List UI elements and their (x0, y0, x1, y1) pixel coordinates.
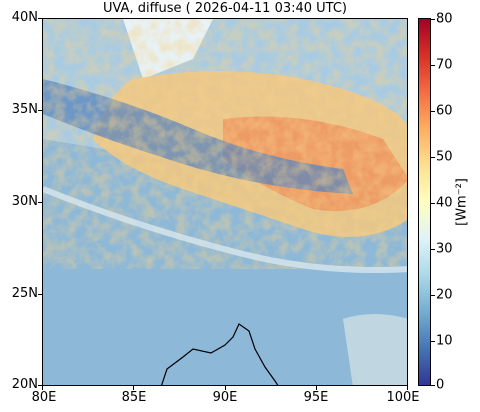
southeast-cloud (343, 314, 407, 385)
colorbar-tick-50: 50 (436, 149, 453, 165)
colorbar-tickmark (431, 65, 435, 66)
colorbar-tick-0: 0 (436, 377, 445, 393)
lat-tickmark (38, 110, 42, 111)
lat-tickmark (38, 202, 42, 203)
lon-tick-95e: 95E (303, 390, 329, 405)
colorbar-tick-80: 80 (436, 11, 453, 27)
colorbar-tick-30: 30 (436, 241, 453, 257)
colorbar-tickmark (431, 111, 435, 112)
colorbar-tickmark (431, 385, 435, 386)
coastline (161, 323, 279, 385)
lon-tick-80e: 80E (31, 390, 57, 405)
lat-tick-40n: 40N (11, 10, 38, 25)
texture-overlay (43, 19, 407, 269)
colorbar-tick-20: 20 (436, 287, 453, 303)
colorbar-tickmark (431, 295, 435, 296)
colorbar-tickmark (431, 157, 435, 158)
map-field (43, 19, 407, 385)
lon-tickmark (133, 386, 134, 390)
colorbar-tickmark (431, 341, 435, 342)
colorbar-tickmark (431, 249, 435, 250)
colorbar-tick-10: 10 (436, 333, 453, 349)
lon-tickmark (42, 386, 43, 390)
lon-tick-100e: 100E (386, 390, 420, 405)
map-plot-area (42, 18, 408, 386)
lat-tick-20n: 20N (11, 377, 38, 392)
lat-tickmark (38, 294, 42, 295)
colorbar-tick-60: 60 (436, 103, 453, 119)
lat-tickmark (38, 385, 42, 386)
lon-tick-90e: 90E (212, 390, 238, 405)
lat-tick-25n: 25N (11, 286, 38, 301)
colorbar (418, 18, 431, 386)
colorbar-tickmark (431, 203, 435, 204)
lat-tickmark (38, 18, 42, 19)
map-title: UVA, diffuse ( 2026-04-11 03:40 UTC) (102, 1, 348, 16)
lat-tick-30n: 30N (11, 194, 38, 209)
colorbar-unit-label: [Wm⁻²] (454, 178, 470, 226)
lon-tickmark (316, 386, 317, 390)
lat-tick-35n: 35N (11, 102, 38, 117)
edge-streak (43, 186, 407, 273)
lon-tick-85e: 85E (121, 390, 147, 405)
colorbar-tick-70: 70 (436, 57, 453, 73)
lon-tickmark (407, 386, 408, 390)
lon-tickmark (225, 386, 226, 390)
colorbar-tick-40: 40 (436, 195, 453, 211)
colorbar-tickmark (431, 19, 435, 20)
